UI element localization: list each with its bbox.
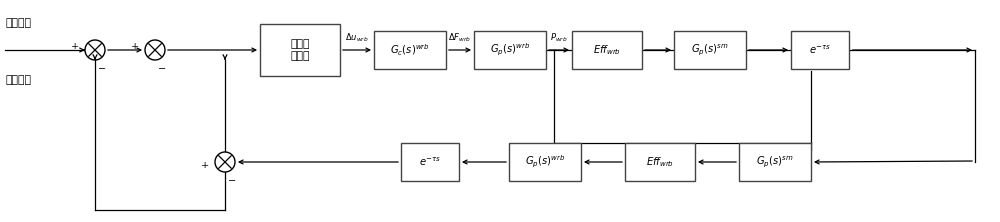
Text: −: −	[158, 65, 166, 74]
Circle shape	[85, 40, 105, 60]
Circle shape	[215, 152, 235, 172]
Bar	[625, 143, 695, 181]
Bar	[401, 143, 459, 181]
Bar	[791, 31, 849, 69]
Text: −: −	[228, 177, 236, 186]
Text: $P_{wrb}$: $P_{wrb}$	[550, 32, 568, 44]
Text: 目标板形: 目标板形	[5, 18, 31, 28]
Bar	[509, 143, 581, 181]
Text: $G_p(s)^{sm}$: $G_p(s)^{sm}$	[756, 155, 794, 169]
Text: $e^{-\tau s}$: $e^{-\tau s}$	[419, 156, 441, 168]
Text: $G_p(s)^{wrb}$: $G_p(s)^{wrb}$	[525, 154, 565, 170]
Text: $G_p(s)^{wrb}$: $G_p(s)^{wrb}$	[490, 42, 530, 58]
Text: +: +	[131, 42, 139, 50]
Circle shape	[145, 40, 165, 60]
Text: $G_c(s)^{wrb}$: $G_c(s)^{wrb}$	[390, 42, 430, 58]
Text: $\Delta F_{wrb}$: $\Delta F_{wrb}$	[448, 32, 472, 44]
Bar	[260, 24, 340, 76]
Bar	[739, 143, 811, 181]
Text: $e^{-\tau s}$: $e^{-\tau s}$	[809, 44, 831, 56]
Text: $Eff_{wrb}$: $Eff_{wrb}$	[593, 43, 621, 57]
Text: $G_p(s)^{sm}$: $G_p(s)^{sm}$	[691, 43, 729, 57]
Bar	[374, 31, 446, 69]
Bar	[674, 31, 746, 69]
Text: +: +	[71, 42, 79, 50]
Text: 测量板形: 测量板形	[5, 75, 31, 85]
Bar	[474, 31, 546, 69]
Text: $\Delta u_{wrb}$: $\Delta u_{wrb}$	[345, 32, 369, 44]
Text: −: −	[98, 65, 106, 74]
Text: 优化计
算模型: 优化计 算模型	[290, 39, 310, 61]
Text: +: +	[201, 161, 209, 170]
Text: $Eff_{wrb}$: $Eff_{wrb}$	[646, 155, 674, 169]
Bar	[572, 31, 642, 69]
